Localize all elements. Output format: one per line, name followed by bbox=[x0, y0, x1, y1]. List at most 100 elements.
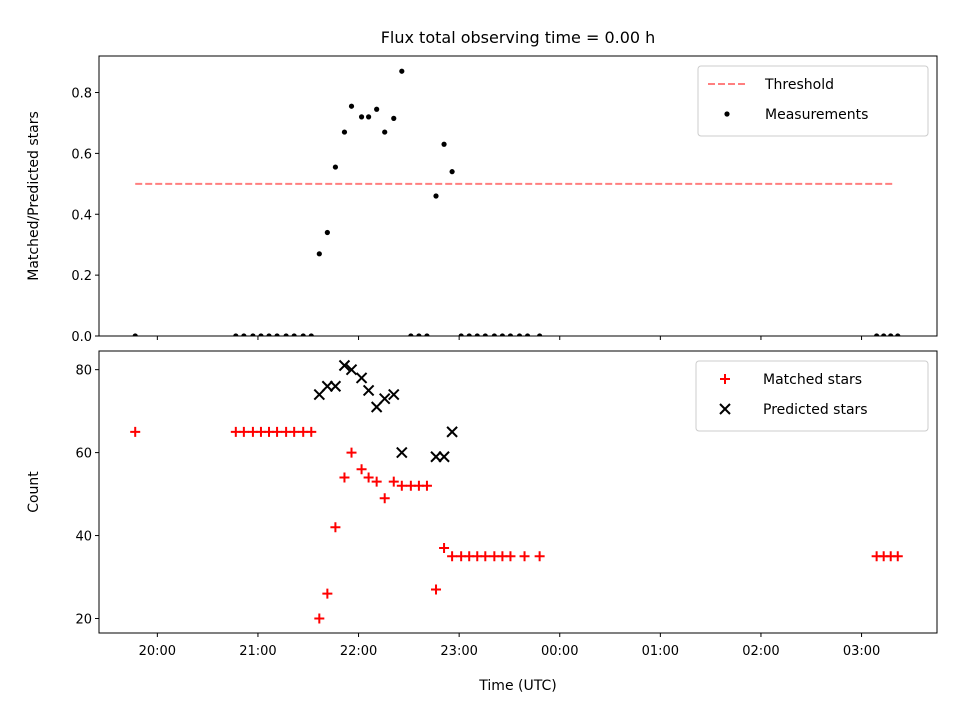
measurement-point bbox=[881, 333, 887, 336]
measurement-point bbox=[374, 106, 380, 112]
matched-star-point bbox=[447, 551, 458, 562]
measurement-point bbox=[482, 333, 488, 336]
measurement-point bbox=[874, 333, 880, 336]
axes-frame bbox=[98, 350, 938, 634]
predicted-star-point bbox=[396, 446, 408, 459]
x-tick-label: 21:00 bbox=[239, 644, 276, 659]
matched-star-point bbox=[421, 480, 432, 491]
measurement-point bbox=[449, 169, 455, 175]
y-tick-label: 0.0 bbox=[71, 330, 92, 345]
predicted-star-point bbox=[438, 451, 450, 463]
measurement-point bbox=[324, 229, 330, 236]
measurement-point bbox=[316, 251, 322, 257]
y-tick-label: 0.8 bbox=[71, 87, 92, 102]
measurement-point bbox=[308, 333, 314, 336]
measurement-point bbox=[424, 333, 430, 336]
measurement-point bbox=[241, 333, 247, 336]
legend-matched-marker bbox=[720, 374, 730, 384]
measurement-point bbox=[524, 333, 531, 336]
matched-star-point bbox=[238, 426, 249, 437]
legend-label: Matched stars bbox=[763, 372, 862, 388]
matched-star-point bbox=[346, 447, 357, 458]
x-tick-label: 02:00 bbox=[742, 644, 779, 659]
y-tick-label: 40 bbox=[75, 530, 92, 545]
matched-star-point bbox=[388, 476, 399, 487]
figure-title: Flux total observing time = 0.00 h bbox=[381, 28, 656, 47]
legend-label: Measurements bbox=[765, 107, 868, 123]
measurement-point bbox=[474, 333, 480, 336]
matched-star-point bbox=[534, 551, 545, 562]
y-tick-label: 80 bbox=[75, 364, 92, 379]
y-tick-label: 0.4 bbox=[71, 208, 92, 223]
legend: Matched stars Predicted stars bbox=[695, 360, 929, 432]
measurement-point bbox=[408, 333, 414, 336]
measurement-point bbox=[382, 129, 388, 135]
legend-label: Predicted stars bbox=[763, 402, 868, 418]
predicted-star-point bbox=[362, 384, 375, 397]
measurement-point bbox=[291, 333, 297, 336]
predicted-star-point bbox=[329, 380, 342, 392]
matched-star-point bbox=[505, 551, 516, 562]
measurement-point bbox=[433, 193, 439, 199]
matched-star-point bbox=[519, 551, 530, 562]
measurement-point bbox=[132, 333, 138, 336]
y-tick-label: 0.6 bbox=[71, 147, 92, 162]
measurement-point bbox=[458, 333, 464, 336]
x-tick-label: 00:00 bbox=[541, 644, 578, 659]
data-markers bbox=[132, 68, 901, 336]
data-markers bbox=[130, 359, 903, 624]
predicted-star-point bbox=[345, 363, 358, 376]
measurement-point bbox=[283, 333, 289, 336]
measurement-point bbox=[348, 103, 355, 109]
predicted-star-point bbox=[355, 372, 368, 384]
matched-star-point bbox=[439, 542, 450, 553]
x-axis-label: Time (UTC) bbox=[478, 678, 556, 694]
measurement-point bbox=[888, 333, 894, 336]
measurement-point bbox=[391, 115, 397, 121]
predicted-star-point bbox=[338, 359, 351, 372]
measurement-point bbox=[358, 114, 365, 120]
legend: Threshold Measurements bbox=[697, 65, 929, 137]
measurement-point bbox=[416, 333, 422, 336]
matched-star-point bbox=[356, 464, 367, 475]
x-tick-label: 03:00 bbox=[843, 644, 880, 659]
matched-star-point bbox=[330, 522, 341, 533]
measurement-point bbox=[895, 333, 901, 336]
y-tick-label: 0.2 bbox=[71, 269, 92, 284]
y-tick-label: 60 bbox=[75, 447, 92, 462]
legend-label: Threshold bbox=[764, 77, 834, 93]
measurement-point bbox=[274, 333, 280, 336]
legend-box bbox=[697, 65, 929, 137]
predicted-star-point bbox=[378, 392, 391, 405]
x-tick-label: 01:00 bbox=[642, 644, 679, 659]
measurement-point bbox=[399, 68, 405, 74]
matched-star-point bbox=[130, 426, 141, 437]
measurement-point bbox=[300, 333, 306, 336]
measurement-point bbox=[266, 333, 272, 336]
predicted-star-point bbox=[388, 388, 400, 401]
matched-star-point bbox=[480, 551, 491, 562]
measurement-point bbox=[341, 129, 348, 135]
matched-star-point bbox=[431, 584, 442, 595]
count-plot: 20:00 21:00 22:00 23:00 00:00 01:00 02:00 03:00… bbox=[26, 350, 938, 659]
measurement-point bbox=[507, 333, 514, 336]
x-tick-label: 23:00 bbox=[440, 644, 477, 659]
matched-star-point bbox=[892, 551, 903, 562]
matched-star-point bbox=[396, 480, 407, 491]
matched-star-point bbox=[272, 426, 283, 437]
matched-star-point bbox=[289, 426, 300, 437]
measurement-point bbox=[250, 333, 256, 336]
matched-star-point bbox=[322, 588, 333, 599]
measurement-point bbox=[366, 114, 372, 120]
x-tick-label: 22:00 bbox=[340, 644, 377, 659]
matched-star-point bbox=[371, 476, 382, 487]
matched-star-point bbox=[339, 472, 350, 483]
measurement-point bbox=[499, 333, 506, 336]
measurement-point bbox=[233, 333, 239, 336]
y-axis-label: Count bbox=[26, 471, 42, 513]
matched-star-point bbox=[379, 493, 390, 504]
measurement-point bbox=[441, 141, 447, 147]
matched-star-point bbox=[306, 426, 317, 437]
measurement-point bbox=[466, 333, 472, 336]
measurement-point bbox=[537, 333, 543, 336]
